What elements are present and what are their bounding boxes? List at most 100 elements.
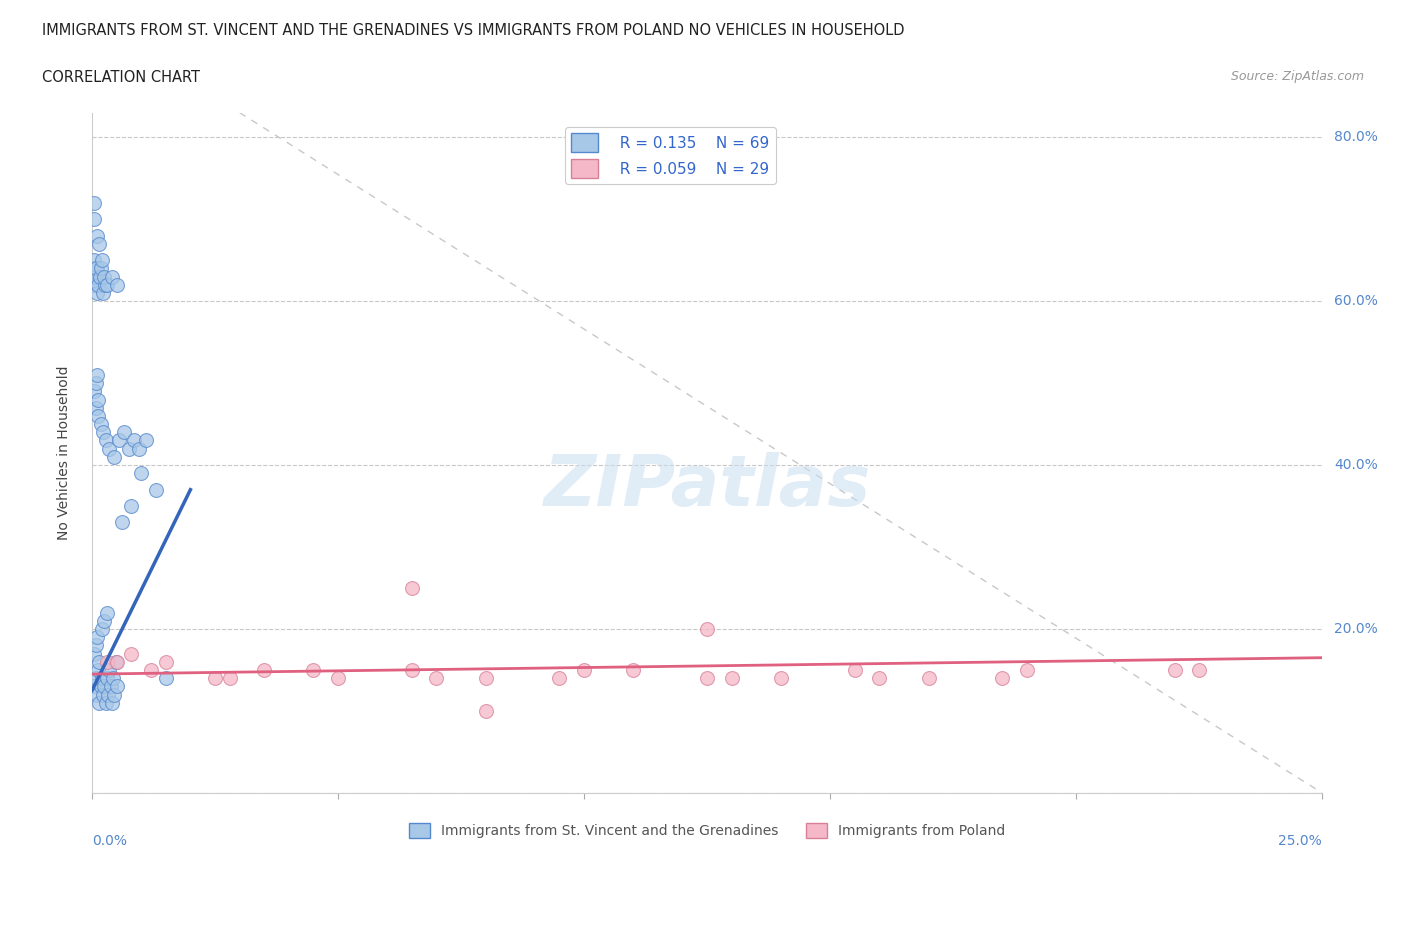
Point: [96, 605, 118, 620]
Point: [122, 433, 145, 448]
Point: [90, 671, 112, 685]
Point: [84, 638, 107, 653]
Point: [90, 253, 112, 268]
Point: [548, 671, 571, 685]
Point: [98, 441, 121, 456]
Point: [720, 671, 742, 685]
Point: [844, 662, 866, 677]
Point: [572, 662, 595, 677]
Point: [302, 662, 325, 677]
Point: [401, 662, 423, 677]
Text: 20.0%: 20.0%: [1334, 622, 1378, 636]
Point: [474, 703, 496, 718]
Text: CORRELATION CHART: CORRELATION CHART: [42, 70, 200, 85]
Point: [94, 277, 117, 292]
Point: [139, 662, 162, 677]
Text: 80.0%: 80.0%: [1334, 130, 1378, 144]
Point: [145, 483, 167, 498]
Point: [91, 425, 114, 440]
Point: [108, 433, 131, 448]
Point: [91, 687, 114, 702]
Point: [204, 671, 226, 685]
Text: 0.0%: 0.0%: [91, 834, 127, 848]
Point: [128, 441, 150, 456]
Point: [86, 228, 108, 243]
Point: [83, 212, 105, 227]
Point: [86, 261, 108, 276]
Point: [326, 671, 349, 685]
Point: [91, 286, 114, 300]
Point: [120, 498, 142, 513]
Text: 25.0%: 25.0%: [1278, 834, 1322, 848]
Point: [93, 679, 115, 694]
Y-axis label: No Vehicles in Household: No Vehicles in Household: [58, 365, 72, 540]
Point: [83, 679, 105, 694]
Point: [90, 417, 112, 432]
Point: [86, 286, 108, 300]
Point: [87, 277, 110, 292]
Point: [86, 367, 108, 382]
Point: [89, 655, 111, 670]
Point: [84, 376, 107, 391]
Point: [1163, 662, 1185, 677]
Point: [991, 671, 1014, 685]
Point: [155, 655, 177, 670]
Point: [103, 449, 125, 464]
Point: [94, 433, 117, 448]
Point: [110, 515, 132, 530]
Point: [135, 433, 157, 448]
Point: [100, 679, 122, 694]
Point: [100, 269, 122, 284]
Legend: Immigrants from St. Vincent and the Grenadines, Immigrants from Poland: Immigrants from St. Vincent and the Gren…: [404, 817, 1011, 844]
Point: [401, 580, 423, 595]
Point: [917, 671, 939, 685]
Point: [89, 269, 111, 284]
Point: [96, 655, 118, 670]
Point: [155, 671, 177, 685]
Point: [86, 261, 108, 276]
Point: [83, 253, 105, 268]
Point: [89, 236, 111, 251]
Point: [84, 671, 107, 685]
Point: [1188, 662, 1211, 677]
Text: Source: ZipAtlas.com: Source: ZipAtlas.com: [1230, 70, 1364, 83]
Point: [83, 384, 105, 399]
Point: [89, 269, 111, 284]
Point: [129, 466, 152, 481]
Text: 60.0%: 60.0%: [1334, 294, 1378, 308]
Point: [621, 662, 644, 677]
Point: [218, 671, 240, 685]
Point: [120, 646, 142, 661]
Point: [96, 671, 118, 685]
Text: IMMIGRANTS FROM ST. VINCENT AND THE GRENADINES VS IMMIGRANTS FROM POLAND NO VEHI: IMMIGRANTS FROM ST. VINCENT AND THE GREN…: [42, 23, 904, 38]
Point: [93, 269, 115, 284]
Point: [84, 400, 107, 415]
Point: [94, 696, 117, 711]
Point: [86, 630, 108, 644]
Point: [93, 614, 115, 629]
Point: [90, 261, 112, 276]
Point: [1015, 662, 1038, 677]
Point: [474, 671, 496, 685]
Point: [87, 662, 110, 677]
Point: [103, 687, 125, 702]
Point: [112, 425, 135, 440]
Point: [97, 687, 120, 702]
Point: [87, 408, 110, 423]
Point: [696, 621, 718, 636]
Point: [105, 655, 128, 670]
Point: [868, 671, 890, 685]
Point: [101, 671, 124, 685]
Point: [84, 269, 107, 284]
Point: [89, 696, 111, 711]
Point: [98, 662, 121, 677]
Point: [118, 441, 141, 456]
Point: [90, 679, 112, 694]
Point: [253, 662, 276, 677]
Point: [104, 655, 127, 670]
Point: [83, 195, 105, 210]
Point: [96, 277, 118, 292]
Point: [83, 646, 105, 661]
Point: [425, 671, 447, 685]
Point: [86, 687, 108, 702]
